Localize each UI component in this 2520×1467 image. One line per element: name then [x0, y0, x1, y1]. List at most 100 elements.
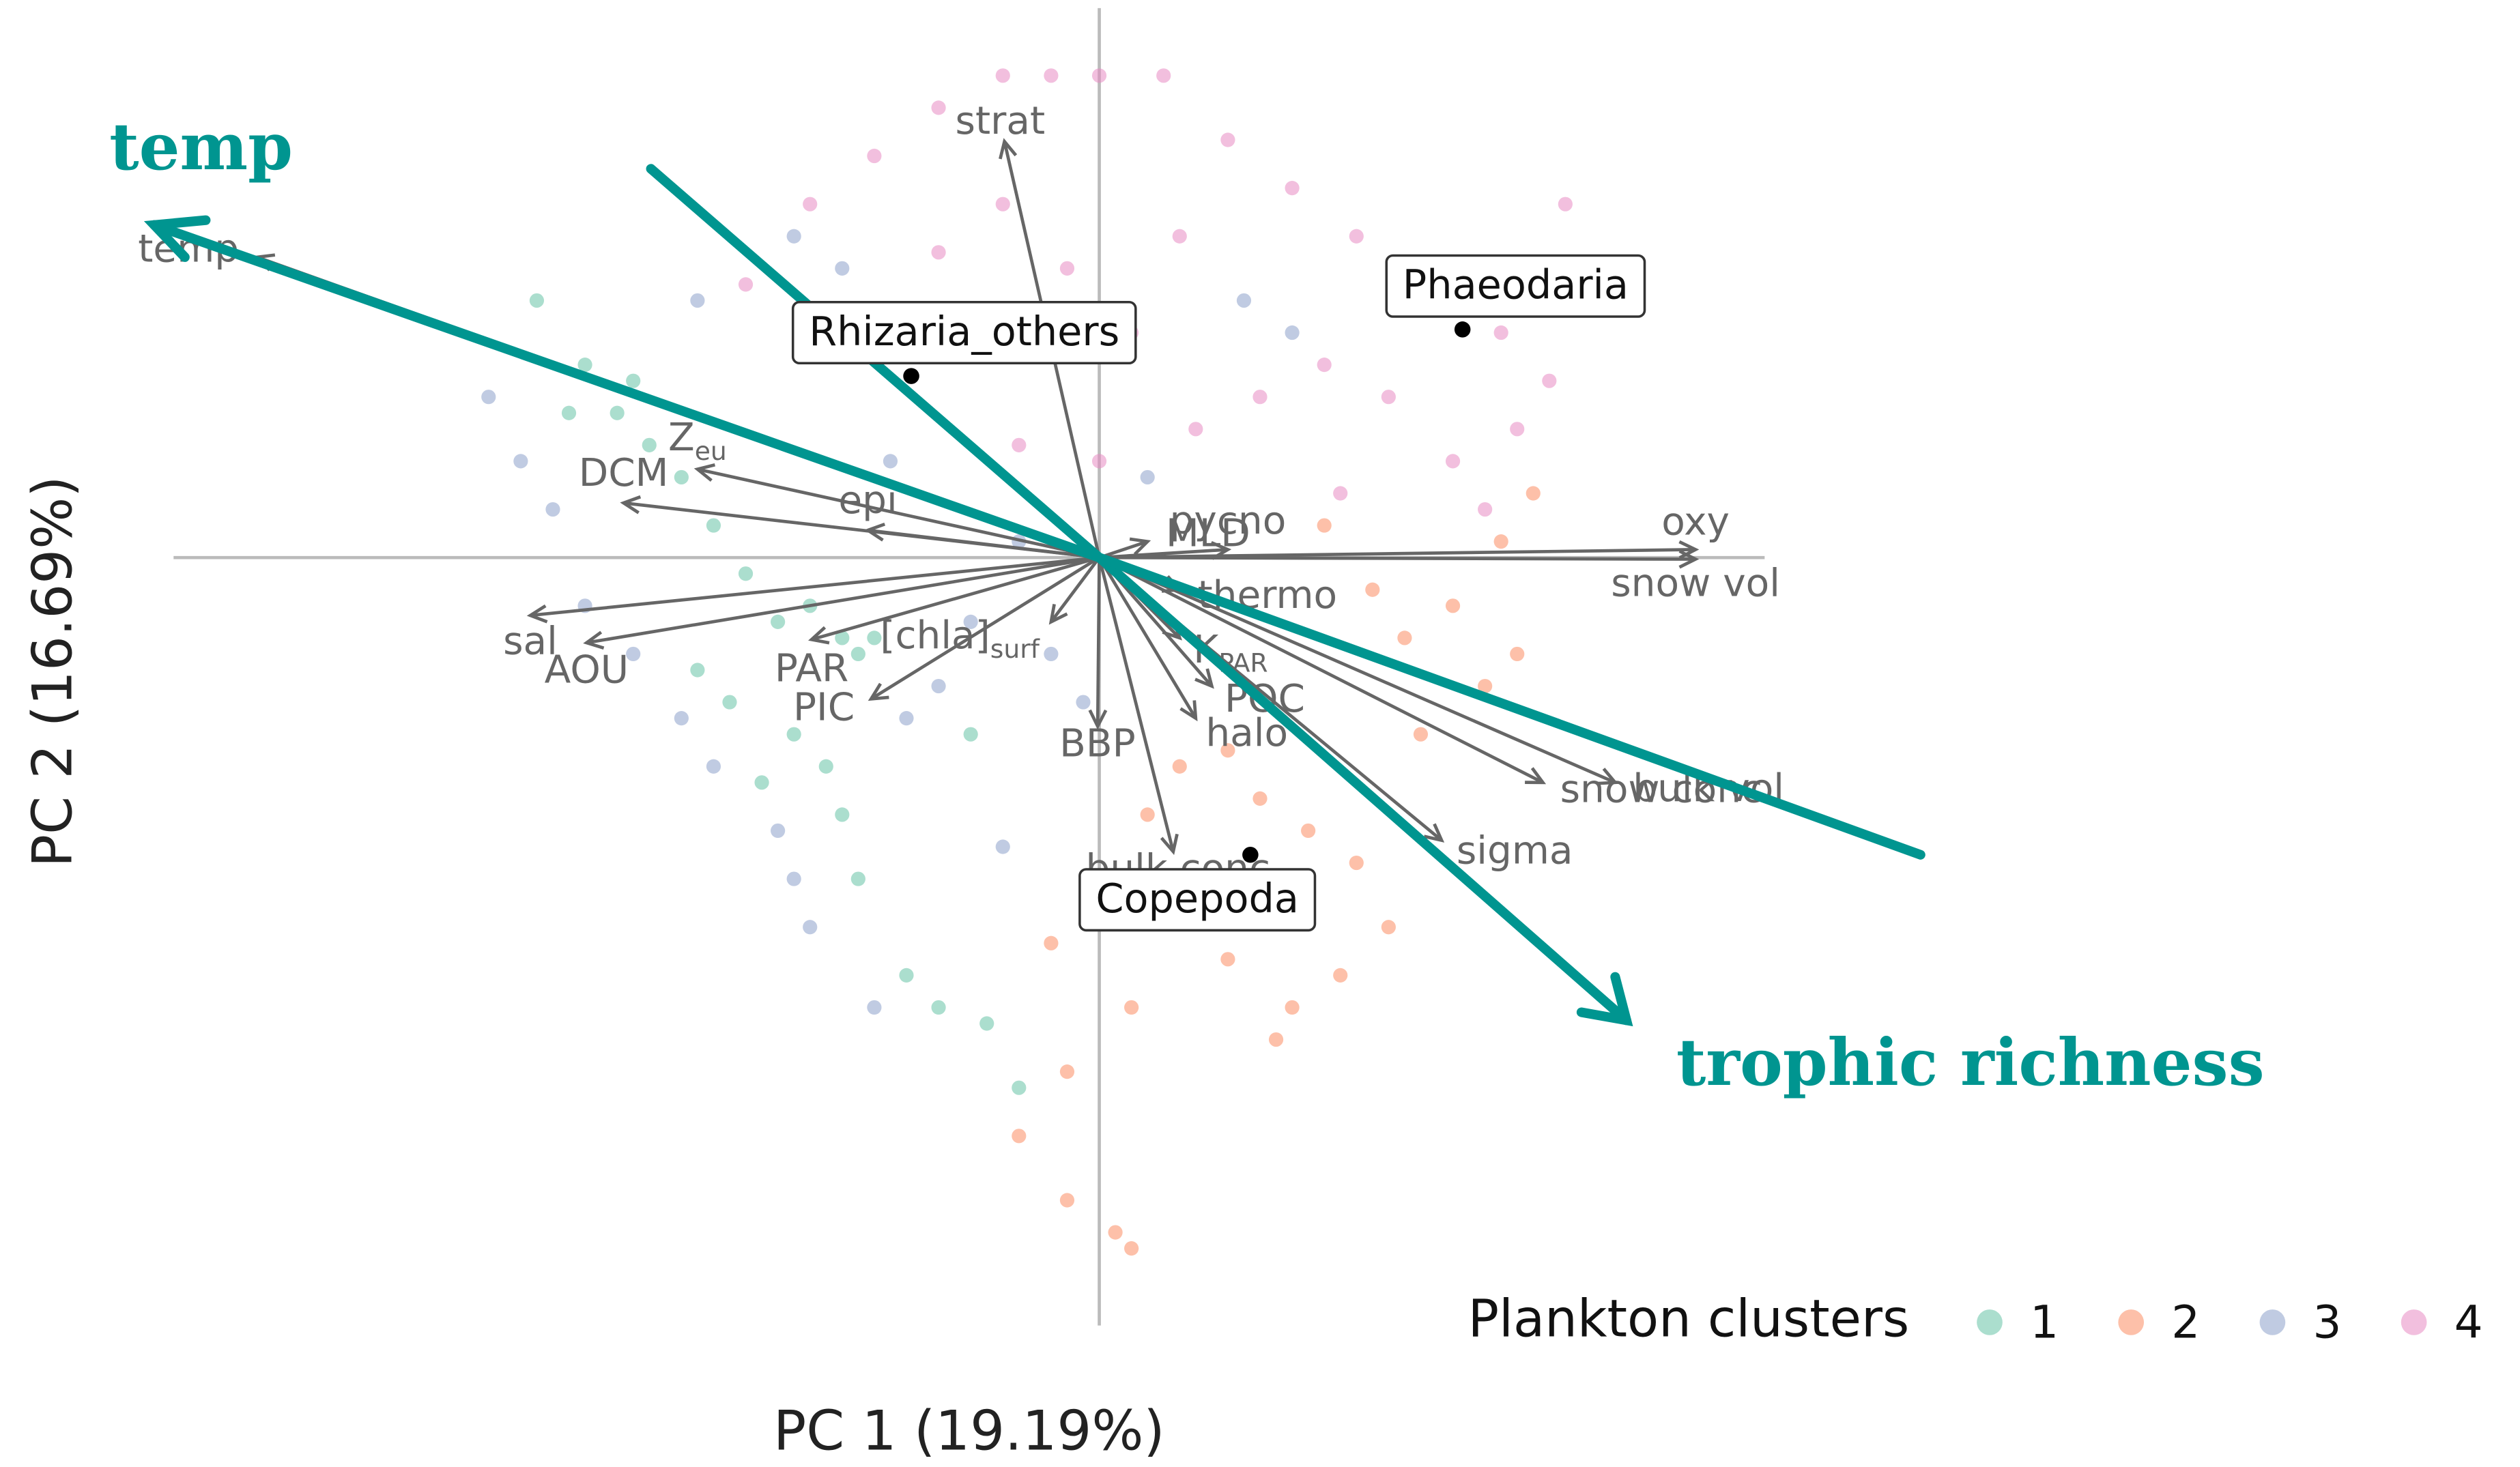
point — [1059, 1193, 1075, 1208]
point — [1365, 582, 1380, 597]
loading-arrow — [1098, 556, 1616, 784]
loading-arrow — [1098, 540, 1148, 560]
arrowhead — [1525, 767, 1547, 785]
loading-name: AOU — [545, 648, 629, 692]
loading-arrow — [1098, 556, 1197, 719]
loading-name: sigma — [1457, 828, 1573, 873]
point — [979, 1016, 994, 1031]
loading-label: halo — [1205, 710, 1288, 755]
point — [577, 358, 592, 373]
loading-arrow — [870, 556, 1100, 701]
point — [738, 277, 754, 292]
point — [835, 630, 850, 645]
point — [1044, 68, 1059, 83]
loading-arrow — [530, 555, 1100, 618]
arrowhead — [1088, 709, 1108, 730]
point — [1333, 486, 1348, 501]
legend: Plankton clusters 1 2 3 4 — [1468, 1288, 2483, 1348]
taxon-point — [903, 368, 919, 384]
point — [1493, 534, 1508, 549]
point — [995, 839, 1010, 854]
taxon-label: Copepoda — [1096, 875, 1299, 922]
loading-arrow — [811, 555, 1100, 641]
legend-swatch — [1977, 1309, 2003, 1335]
point — [1091, 454, 1107, 469]
arrowhead — [1129, 537, 1151, 555]
point — [771, 823, 786, 839]
point — [513, 454, 528, 469]
point — [835, 807, 850, 822]
point — [1076, 695, 1091, 710]
loading-name: BBP — [1059, 721, 1136, 766]
point — [1124, 1000, 1139, 1015]
teal-arrows — [143, 164, 1925, 1027]
arrowhead — [1597, 768, 1619, 785]
point — [1012, 1129, 1027, 1144]
point — [1059, 261, 1075, 276]
point — [1124, 1241, 1139, 1256]
point — [786, 229, 801, 244]
loading-label: MLD — [1166, 511, 1250, 555]
point — [1349, 855, 1364, 871]
point — [706, 759, 721, 774]
axes — [173, 8, 1765, 1326]
taxon-box — [791, 301, 1137, 365]
point — [1044, 646, 1059, 662]
point — [1510, 422, 1525, 437]
arrowhead — [999, 138, 1018, 160]
loading-sub: eu — [695, 435, 727, 465]
point — [1493, 325, 1508, 340]
loading-name: oxy — [1661, 499, 1730, 544]
taxon-point — [1242, 846, 1259, 863]
point — [1172, 759, 1187, 774]
point — [642, 437, 657, 452]
loading-label: strat — [956, 98, 1046, 143]
point — [1140, 807, 1155, 822]
arrowhead — [808, 626, 830, 645]
point — [1510, 646, 1525, 662]
arrowhead — [1179, 700, 1198, 722]
arrowhead — [583, 630, 605, 650]
loading-arrow — [1050, 556, 1101, 623]
loading-arrow — [868, 528, 1100, 560]
loading-label: pycno — [1170, 499, 1287, 543]
loading-label: AOU — [545, 648, 629, 692]
arrowhead — [1423, 823, 1445, 843]
point — [674, 711, 689, 726]
point — [931, 100, 946, 115]
loading-label: PAR — [775, 646, 848, 691]
point — [931, 245, 946, 260]
point — [1285, 325, 1300, 340]
taxon-box — [1385, 254, 1646, 318]
taxa: Rhizaria_others Phaeodaria Copepoda — [791, 254, 1646, 932]
point — [1156, 68, 1171, 83]
annotation: trophic richness — [1676, 1026, 2265, 1101]
loading-name: PAR — [775, 646, 848, 691]
point — [1059, 1064, 1075, 1079]
point — [867, 1000, 882, 1015]
point — [1268, 1032, 1284, 1047]
point — [1220, 132, 1235, 147]
point — [481, 390, 496, 405]
annotation: temp — [109, 110, 293, 185]
point — [1478, 502, 1493, 517]
point — [674, 469, 689, 485]
point — [1558, 197, 1573, 212]
point — [1012, 1080, 1027, 1095]
legend-label: 3 — [2313, 1296, 2341, 1349]
loading-arrow — [1098, 557, 1175, 852]
point — [883, 454, 898, 469]
legend-swatch — [2118, 1309, 2145, 1335]
point — [706, 518, 721, 533]
loading-name: sal — [503, 619, 558, 663]
loading-arrow — [1099, 555, 1696, 561]
point — [931, 1000, 946, 1015]
point — [1044, 935, 1059, 950]
point — [1445, 454, 1461, 469]
point — [561, 405, 577, 420]
point — [1317, 518, 1332, 533]
loading-label: sal — [503, 619, 558, 663]
point — [931, 678, 946, 694]
loading-label: DCM — [579, 451, 669, 495]
